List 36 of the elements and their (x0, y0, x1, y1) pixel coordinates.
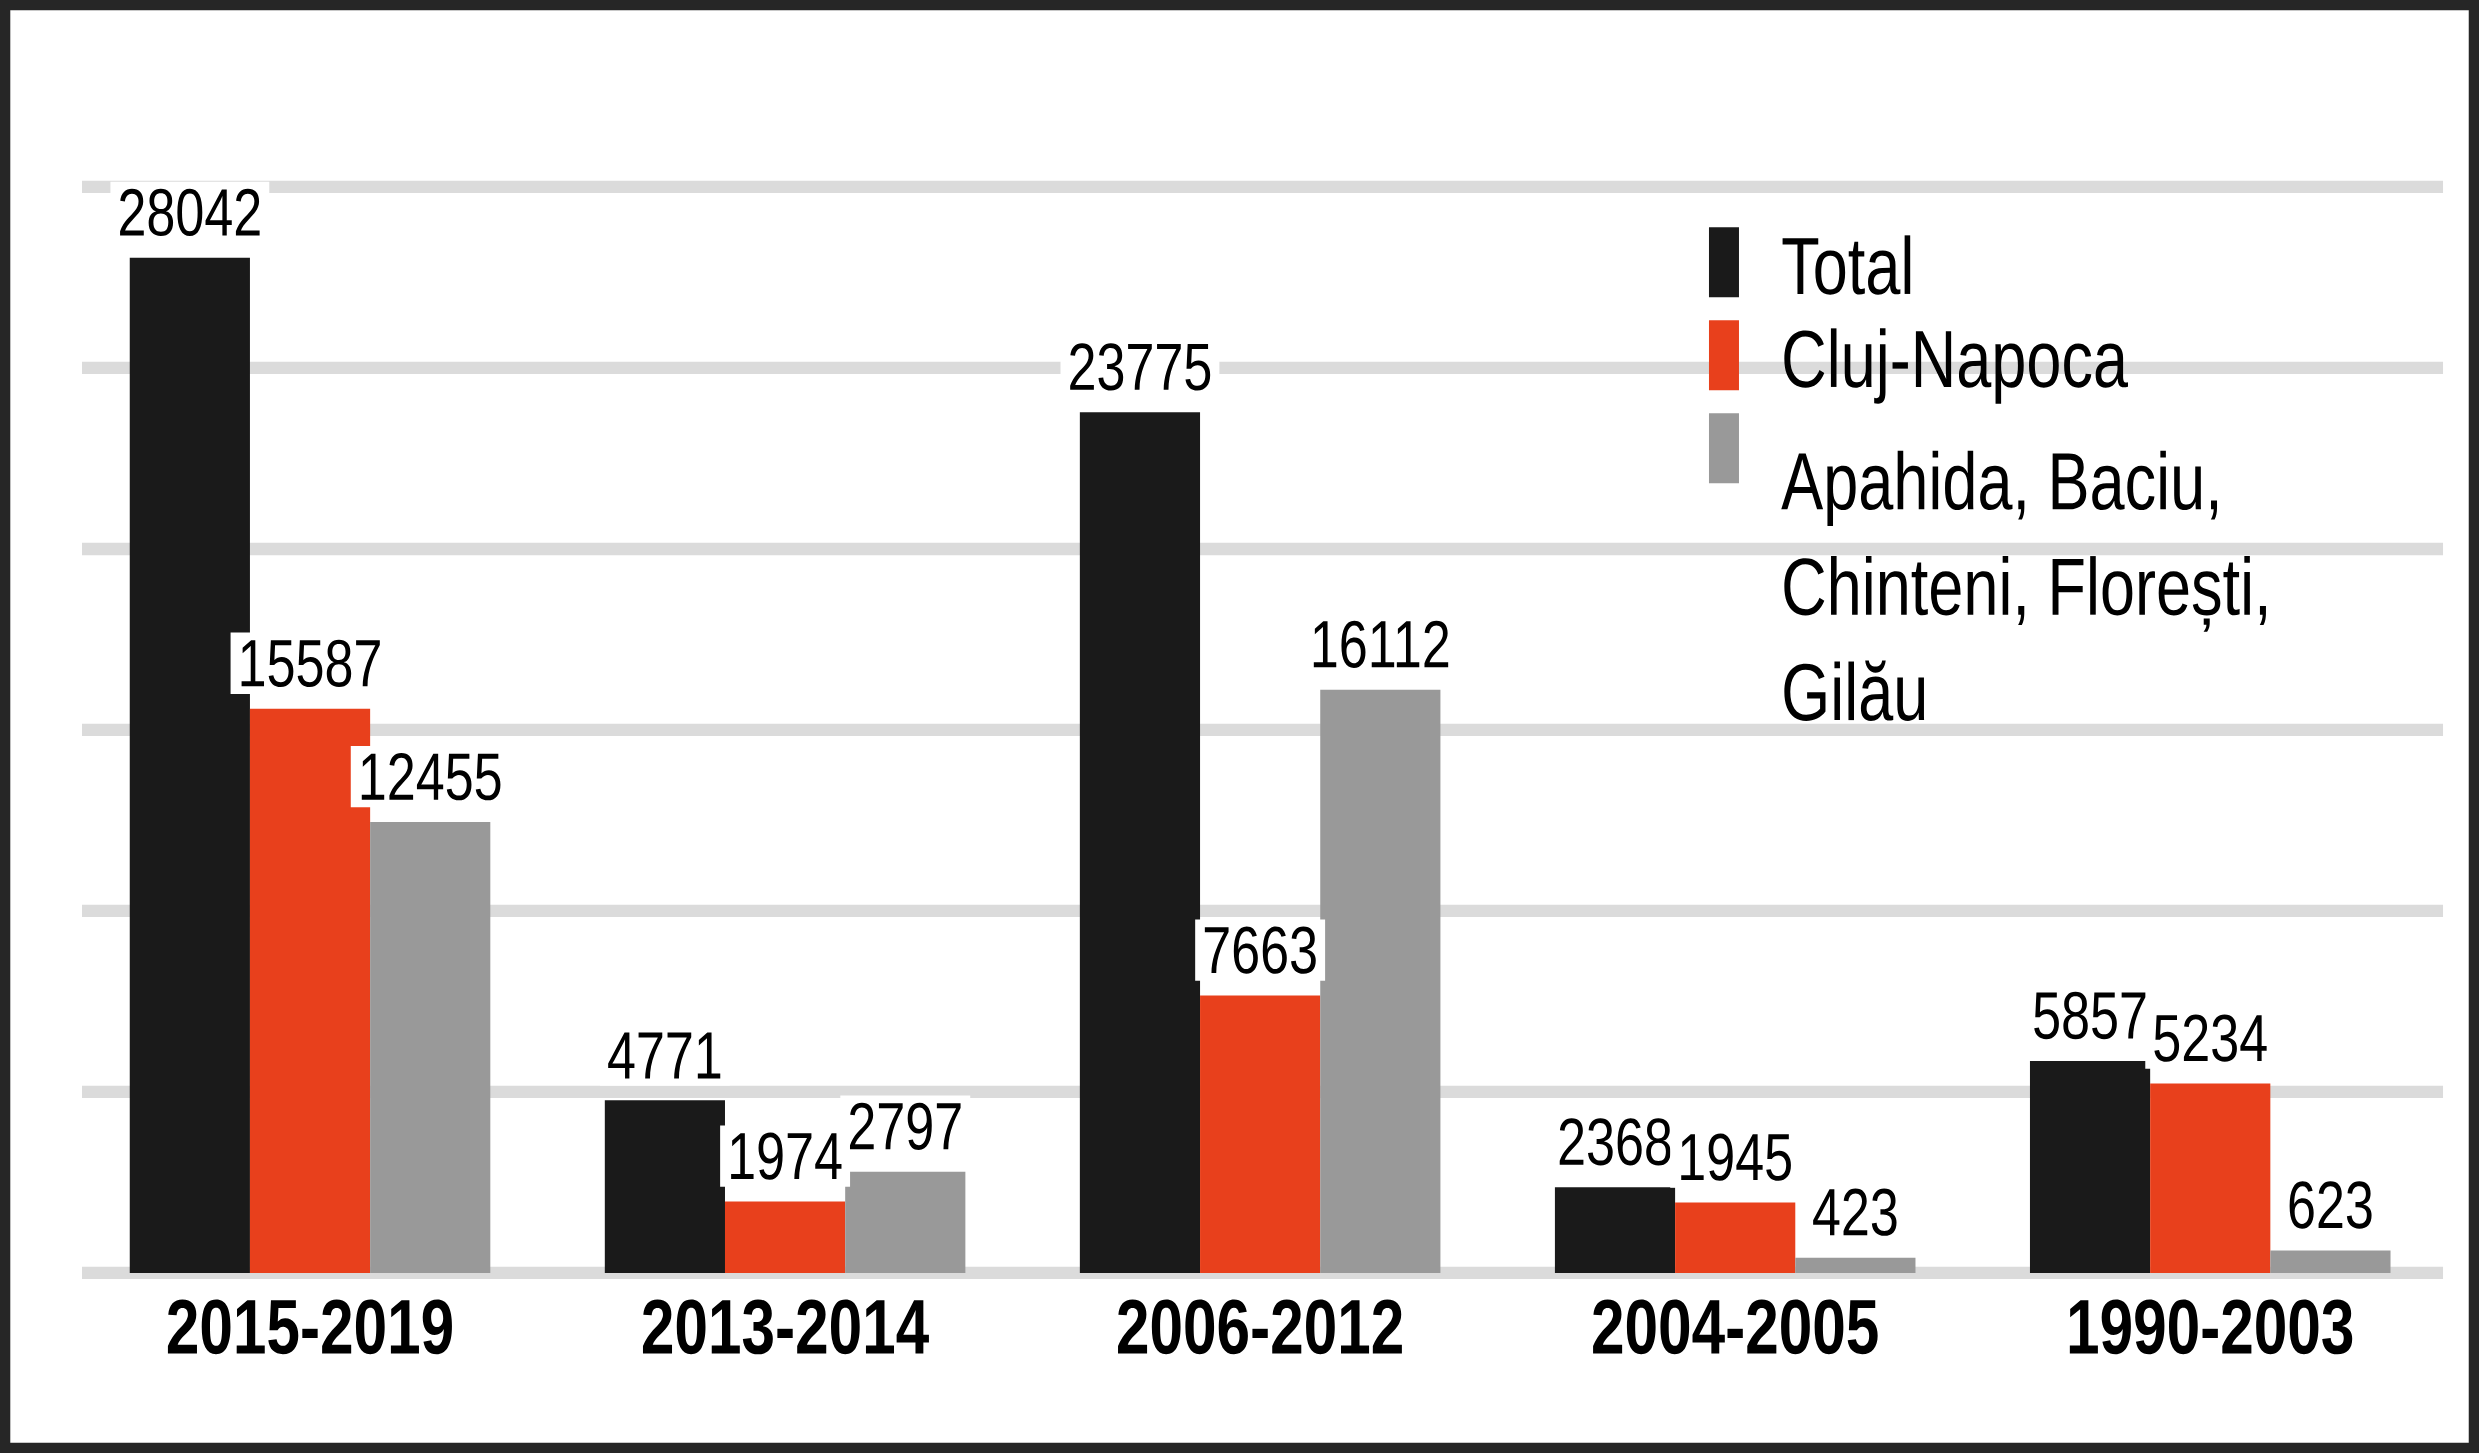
legend-label: Apahida, Baciu, Chinteni, Florești, Gilău (1781, 450, 2266, 721)
data-label: 7663 (1204, 926, 1316, 974)
data-label: 5234 (2154, 1014, 2267, 1062)
data-label: 12455 (361, 753, 501, 801)
data-label: 4771 (608, 1032, 721, 1079)
bar (1320, 689, 1441, 1273)
data-label: 2797 (849, 1102, 961, 1150)
x-tick-label: 2004-2005 (1593, 1299, 1878, 1355)
x-tick-label: 1990-2003 (2069, 1299, 2353, 1355)
bar (604, 1100, 725, 1273)
bar (1079, 412, 1201, 1273)
data-label: 1974 (731, 1132, 842, 1180)
data-label: 16112 (1313, 620, 1449, 668)
x-tick-label: 2015-2019 (167, 1299, 452, 1355)
bar (370, 822, 491, 1273)
bar (845, 1171, 966, 1273)
bar (2029, 1060, 2151, 1273)
data-label: 623 (2289, 1181, 2372, 1229)
x-tick-label: 2006-2012 (1118, 1299, 1402, 1355)
bar (1675, 1202, 1796, 1273)
legend-label: Cluj-Napoca (1784, 328, 2128, 404)
data-label: 5857 (2034, 991, 2146, 1040)
data-label: 28042 (120, 188, 260, 237)
data-label: 23775 (1070, 343, 1211, 391)
bar (1200, 995, 1321, 1273)
bar (2270, 1250, 2391, 1273)
bar (1554, 1187, 1676, 1273)
data-label: 15587 (241, 639, 380, 687)
data-label: 1945 (1681, 1133, 1791, 1181)
bar (724, 1201, 846, 1273)
x-tick-label: 2013-2014 (642, 1299, 929, 1355)
legend-label: Total (1782, 235, 1911, 295)
data-label: 2368 (1559, 1118, 1671, 1166)
bar (2150, 1083, 2271, 1273)
data-label: 423 (1813, 1188, 1897, 1236)
bar (1795, 1257, 1916, 1273)
